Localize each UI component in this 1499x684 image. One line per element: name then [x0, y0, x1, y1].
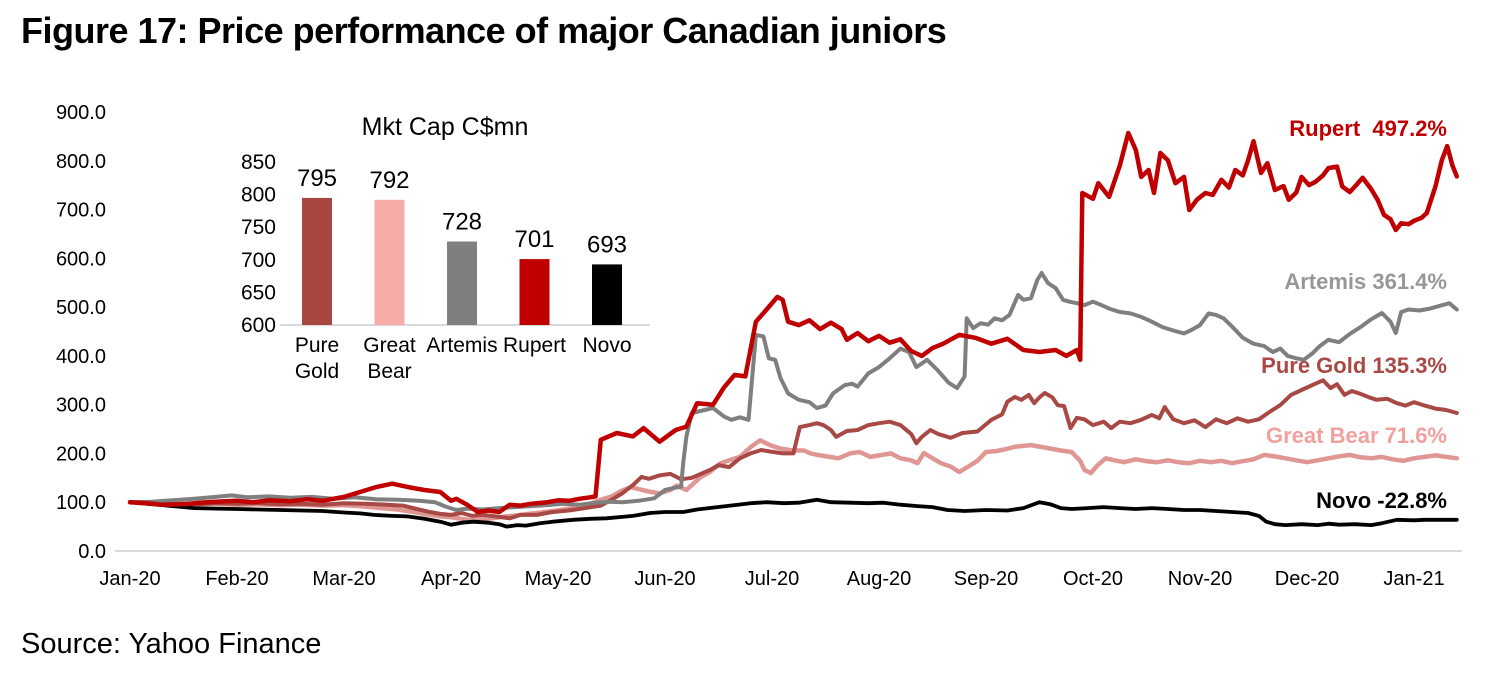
series-label-great-bear: Great Bear 71.6% — [1266, 423, 1447, 448]
x-axis-tick-label: Sep-20 — [954, 568, 1019, 590]
series-label-rupert: Rupert 497.2% — [1289, 116, 1447, 141]
bar-category-label: Bear — [367, 360, 411, 383]
bar-category-label: Rupert — [503, 334, 566, 357]
y-axis-tick-label: 700.0 — [56, 200, 106, 222]
y-axis-tick-label: 800.0 — [56, 151, 106, 173]
y-axis-tick-label: 600.0 — [56, 248, 106, 270]
y-axis-tick-label: 300.0 — [56, 395, 106, 417]
bar-value-label: 701 — [514, 226, 554, 253]
inset-title: Mkt Cap C$mn — [362, 113, 529, 141]
x-axis-tick-label: Jul-20 — [745, 568, 799, 590]
inset-y-tick-label: 700 — [241, 249, 276, 272]
bar-rupert — [519, 259, 550, 325]
bar-value-label: 795 — [297, 165, 337, 192]
inset-y-tick-label: 750 — [241, 216, 276, 239]
x-axis-tick-label: Jun-20 — [634, 568, 695, 590]
line-rupert — [127, 130, 1460, 515]
inset-y-tick-label: 600 — [241, 314, 276, 337]
y-axis-tick-label: 200.0 — [56, 443, 106, 465]
x-axis-tick-label: Dec-20 — [1275, 568, 1339, 590]
y-axis-tick-label: 100.0 — [56, 492, 106, 514]
line-novo — [128, 497, 1459, 529]
x-axis-tick-label: Feb-20 — [205, 568, 268, 590]
series-label-pure-gold: Pure Gold 135.3% — [1261, 353, 1447, 378]
bar-value-label: 792 — [369, 167, 409, 194]
bar-value-label: 693 — [587, 231, 627, 258]
series-label-artemis: Artemis 361.4% — [1284, 269, 1447, 294]
x-axis-tick-label: Apr-20 — [421, 568, 481, 590]
y-axis-tick-label: 400.0 — [56, 346, 106, 368]
bar-pure-gold — [302, 197, 332, 325]
x-axis-tick-label: Mar-20 — [312, 568, 375, 590]
inset-y-tick-label: 800 — [241, 184, 276, 207]
bar-category-label: Gold — [295, 360, 339, 383]
x-axis-tick-label: Jan-21 — [1383, 568, 1444, 590]
x-axis-tick-label: Oct-20 — [1063, 568, 1123, 590]
y-axis-tick-label: 500.0 — [56, 297, 106, 319]
series-label-novo: Novo -22.8% — [1316, 488, 1447, 513]
x-axis-tick-label: Aug-20 — [847, 568, 912, 590]
main-line-chart: 900.0 800.0 700.0 600.0 500.0 400.0 300.0 200.0… — [56, 102, 1462, 590]
line-pure-gold — [128, 378, 1459, 521]
bar-category-label: Artemis — [426, 334, 497, 357]
inset-y-tick-label: 650 — [241, 281, 276, 304]
y-axis-tick-label: 900.0 — [56, 102, 106, 124]
x-axis-tick-label: Jan-20 — [99, 568, 160, 590]
bar-novo — [592, 264, 622, 325]
bar-category-label: Novo — [582, 334, 631, 357]
bar-great-bear — [374, 199, 405, 325]
x-axis-tick-label: May-20 — [525, 568, 592, 590]
inset-bar-chart: Mkt Cap C$mn 850 800 750 700 650 600 795 Pure Gol… — [241, 113, 650, 383]
bar-value-label: 728 — [442, 209, 482, 236]
bar-category-label: Great — [363, 334, 416, 357]
source-note: Source: Yahoo Finance — [21, 628, 322, 660]
bar-category-label: Pure — [295, 334, 339, 357]
bar-artemis — [447, 241, 477, 325]
y-axis-tick-label: 0.0 — [78, 541, 106, 563]
x-axis-tick-label: Nov-20 — [1168, 568, 1232, 590]
figure-title: Figure 17: Price performance of major Ca… — [21, 10, 947, 51]
inset-y-tick-label: 850 — [241, 151, 276, 174]
